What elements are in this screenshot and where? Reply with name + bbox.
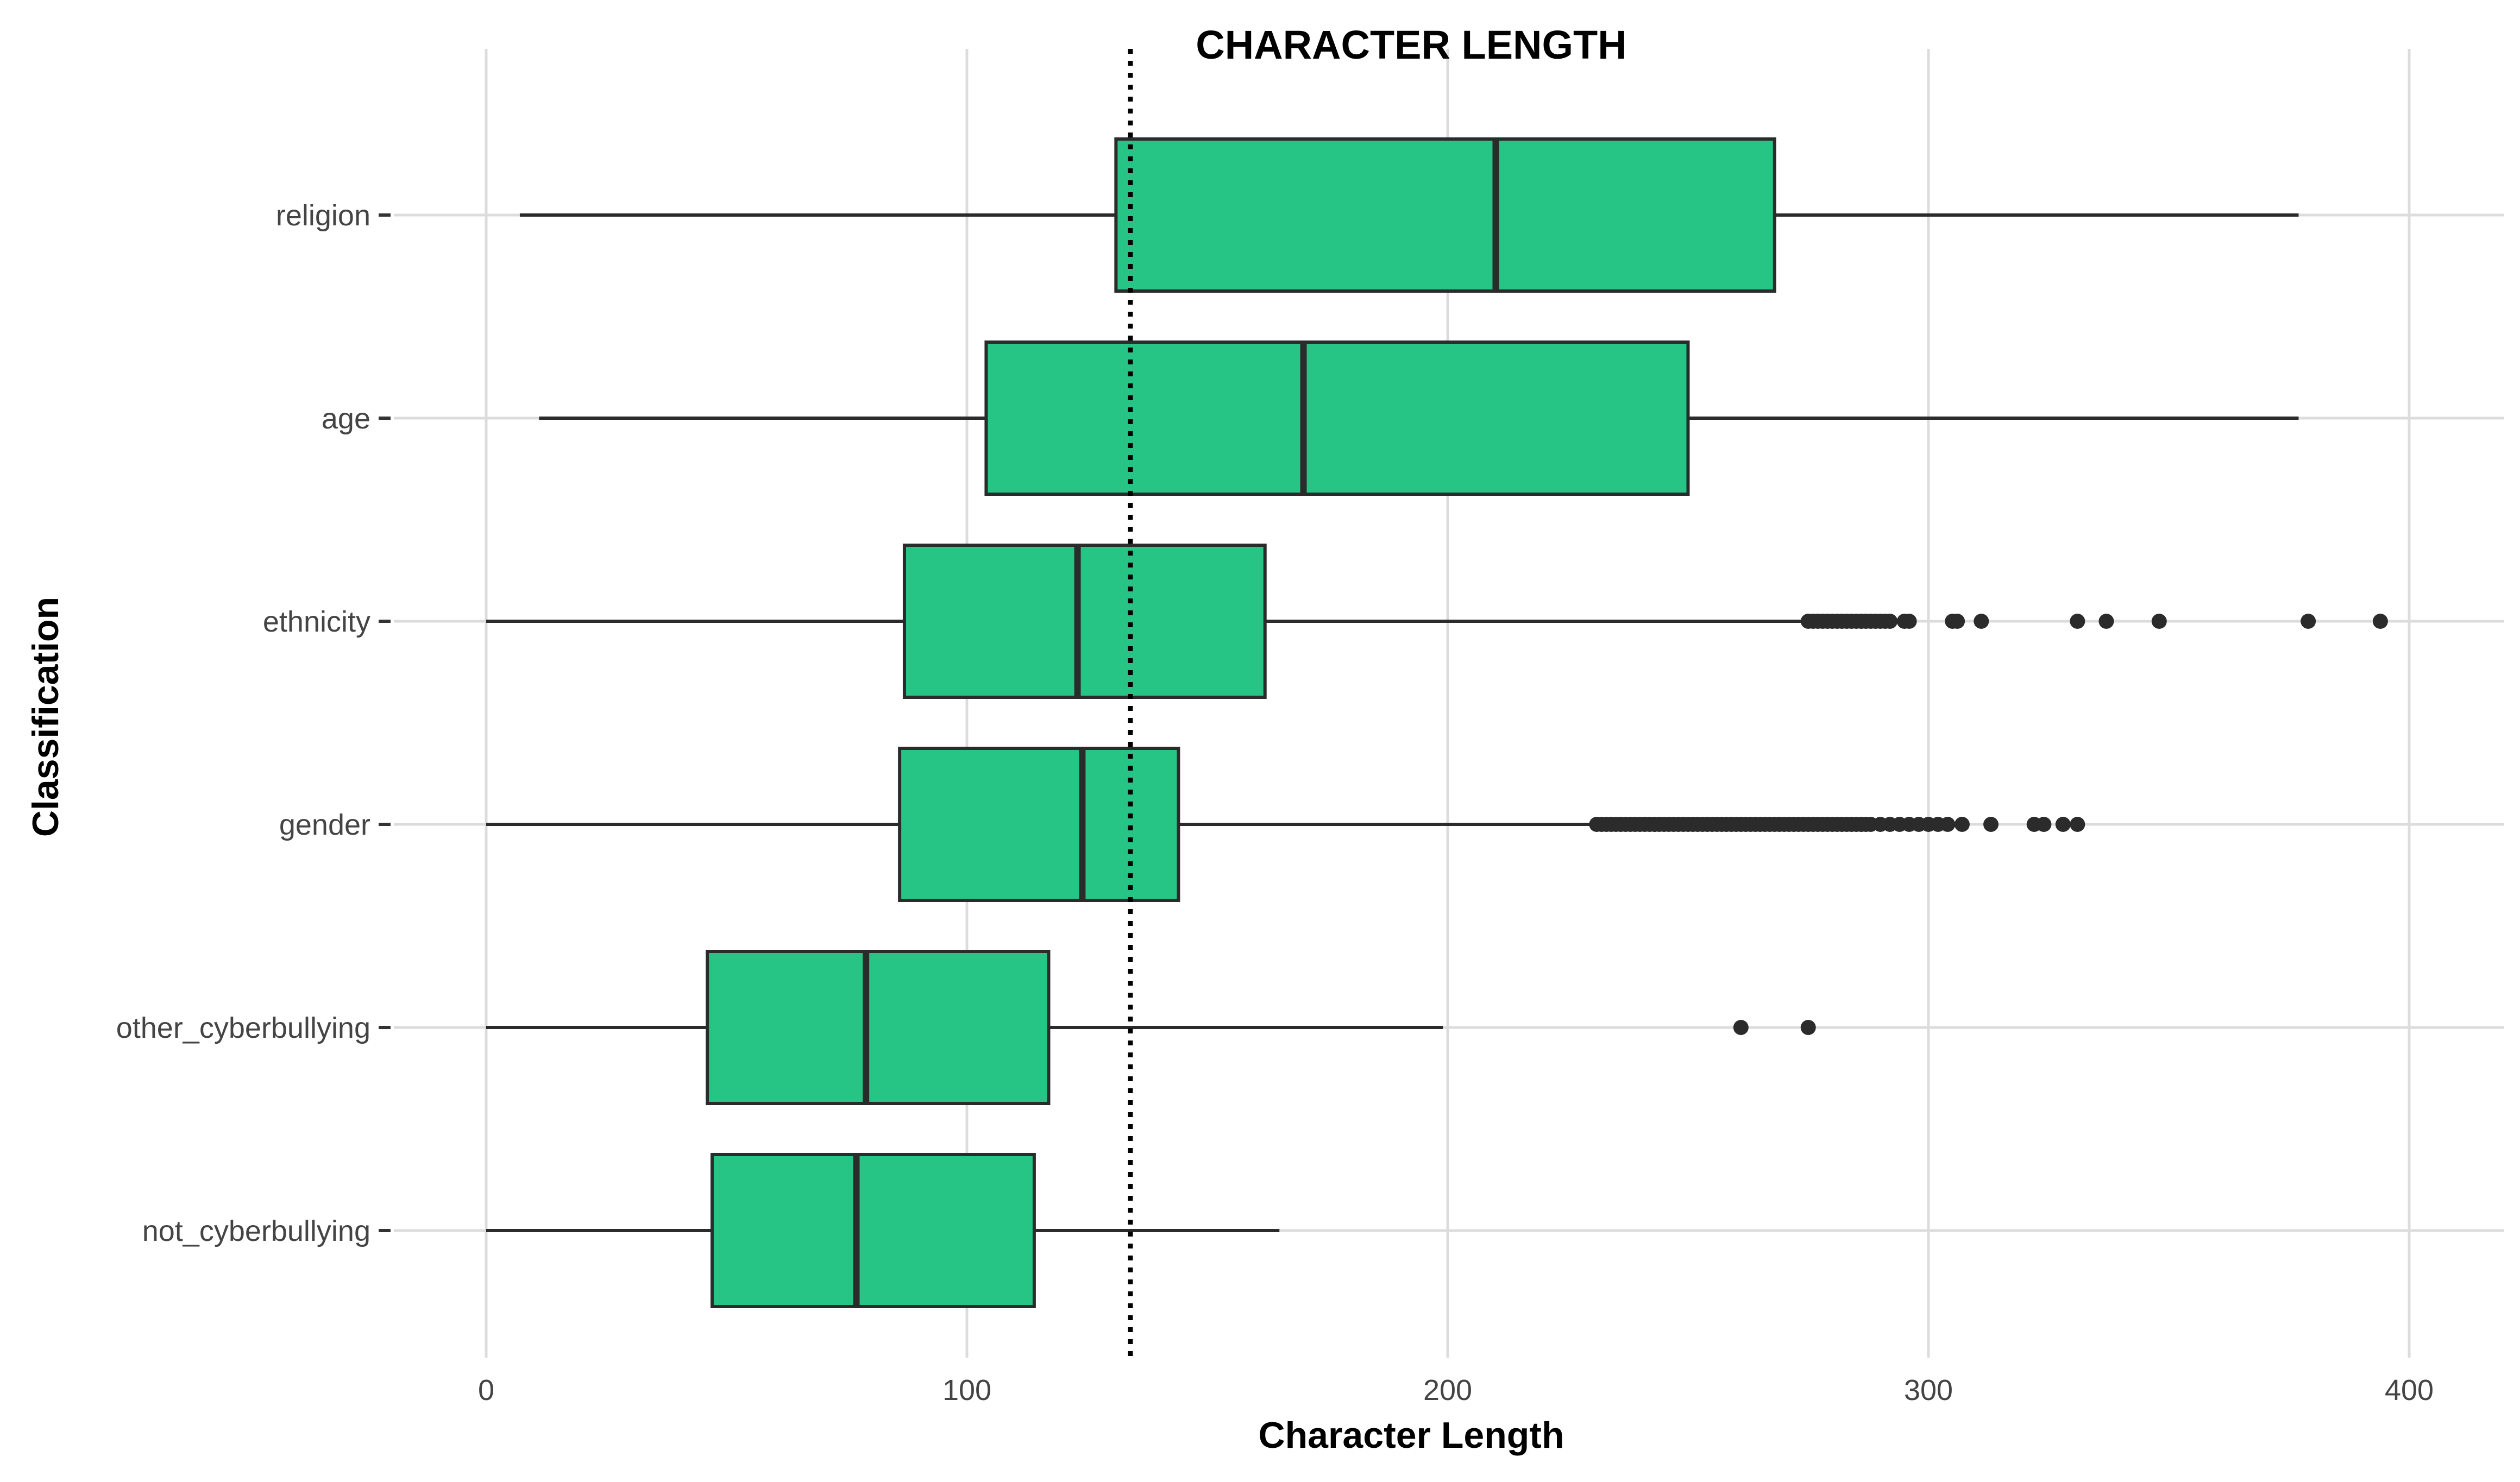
outlier-point <box>2070 614 2085 629</box>
iqr-box <box>1114 137 1776 293</box>
boxplot-not-cyberbullying <box>486 1153 1280 1308</box>
outlier-point <box>1733 1020 1749 1035</box>
y-tick-label-other-cyberbullying: other_cyberbullying <box>116 1012 370 1044</box>
y-tick-label-ethnicity: ethnicity <box>263 606 370 638</box>
boxplot-religion <box>519 137 2299 293</box>
outlier-point <box>2098 614 2114 629</box>
y-axis-title: Classification <box>25 597 66 837</box>
iqr-box <box>706 950 1051 1105</box>
x-tick-label-100: 100 <box>942 1374 991 1407</box>
outlier-point <box>2055 817 2071 832</box>
y-tick-label-gender: gender <box>279 809 370 841</box>
chart-title: CHARACTER LENGTH <box>1196 22 1626 67</box>
outlier-point <box>1950 614 1965 629</box>
y-axis: religion age ethnicity gender other_cyberbul… <box>116 199 391 1247</box>
box-plots <box>486 137 2388 1308</box>
y-tick-label-age: age <box>322 402 370 435</box>
outlier-point <box>2372 614 2388 629</box>
outlier-point <box>1983 817 1999 832</box>
outlier-point <box>1800 1020 1816 1035</box>
x-tick-label-200: 200 <box>1423 1374 1472 1407</box>
outlier-point <box>1940 817 1956 832</box>
x-axis-title: Character Length <box>1259 1415 1564 1456</box>
outlier-point <box>2036 817 2052 832</box>
x-tick-label-300: 300 <box>1904 1374 1953 1407</box>
outlier-point <box>2301 614 2316 629</box>
boxplot-ethnicity <box>486 544 2388 699</box>
x-tick-label-400: 400 <box>2385 1374 2434 1407</box>
iqr-box <box>710 1153 1036 1308</box>
boxplot-other-cyberbullying <box>486 950 1816 1105</box>
boxplot-age <box>539 340 2299 496</box>
outlier-point <box>2070 817 2085 832</box>
y-tick-label-religion: religion <box>276 199 370 232</box>
x-axis: 0 100 200 300 400 <box>478 1374 2434 1407</box>
outlier-point <box>1954 817 1970 832</box>
outlier-point <box>2151 614 2167 629</box>
outlier-point <box>1974 614 1989 629</box>
y-tick-label-not-cyberbullying: not_cyberbullying <box>142 1215 370 1247</box>
x-tick-label-0: 0 <box>478 1374 494 1407</box>
outlier-point <box>1901 614 1917 629</box>
iqr-box <box>984 340 1690 496</box>
outlier-point <box>1882 614 1898 629</box>
iqr-box <box>898 747 1180 902</box>
iqr-box <box>902 544 1267 699</box>
